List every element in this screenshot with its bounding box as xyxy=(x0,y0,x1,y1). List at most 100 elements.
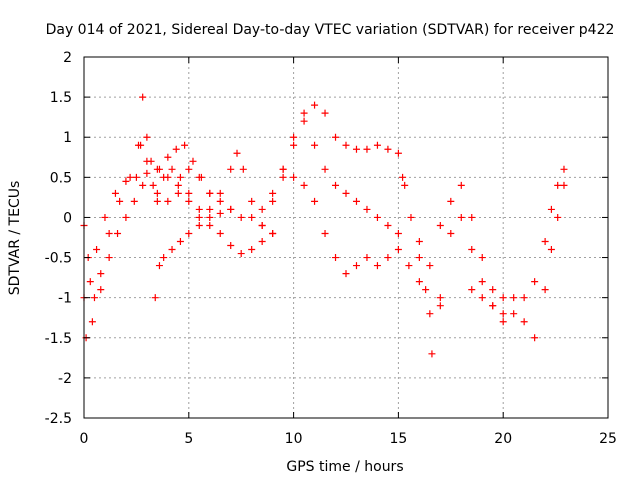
data-point xyxy=(130,197,138,205)
data-point xyxy=(111,189,119,197)
data-point xyxy=(363,254,371,262)
data-point xyxy=(164,153,172,161)
data-point xyxy=(415,278,423,286)
data-point xyxy=(137,141,145,149)
data-point xyxy=(547,246,555,254)
data-point xyxy=(457,181,465,189)
x-tick-label: 20 xyxy=(494,431,512,447)
data-point xyxy=(105,229,113,237)
y-tick-label: -1 xyxy=(58,291,72,307)
data-point xyxy=(554,213,562,221)
data-point xyxy=(332,133,340,141)
data-point xyxy=(300,117,308,125)
data-point xyxy=(172,145,180,153)
y-tick-label: 0 xyxy=(63,210,72,226)
data-point xyxy=(151,294,159,302)
data-point xyxy=(216,189,224,197)
y-tick-label: 0.5 xyxy=(50,170,72,186)
data-point xyxy=(90,294,98,302)
data-point xyxy=(457,213,465,221)
data-point xyxy=(116,197,124,205)
x-tick-label: 15 xyxy=(389,431,407,447)
y-axis-ticks: -2.5 -2 -1.5 -1 -0.5 0 0.5 1 1.5 2 xyxy=(45,50,608,427)
data-point xyxy=(97,270,105,278)
data-point xyxy=(342,189,350,197)
data-point xyxy=(176,173,184,181)
data-point xyxy=(237,250,245,258)
plot-frame xyxy=(83,56,609,419)
data-point xyxy=(321,109,329,117)
data-point xyxy=(342,141,350,149)
data-point xyxy=(510,310,518,318)
data-point xyxy=(248,213,256,221)
data-point xyxy=(499,318,507,326)
data-point xyxy=(97,286,105,294)
data-point xyxy=(531,278,539,286)
data-point xyxy=(311,101,319,109)
y-axis-label: SDTVAR / TECUs xyxy=(7,181,23,296)
data-point xyxy=(300,109,308,117)
data-point xyxy=(332,181,340,189)
series-satellite-pass-E xyxy=(137,101,360,221)
data-point xyxy=(153,197,161,205)
data-series xyxy=(80,93,568,358)
series-satellite-pass-F xyxy=(258,109,407,237)
data-point xyxy=(541,286,549,294)
data-point xyxy=(216,229,224,237)
data-point xyxy=(233,149,241,157)
data-point xyxy=(468,286,476,294)
data-point xyxy=(185,189,193,197)
data-point xyxy=(227,205,235,213)
data-point xyxy=(394,149,402,157)
data-point xyxy=(300,181,308,189)
data-point xyxy=(155,262,163,270)
data-point xyxy=(168,165,176,173)
data-point xyxy=(248,197,256,205)
data-point xyxy=(155,165,163,173)
data-point xyxy=(394,246,402,254)
data-point xyxy=(143,157,151,165)
data-point xyxy=(352,145,360,153)
series-satellite-pass-H xyxy=(363,141,507,358)
data-point xyxy=(405,262,413,270)
data-point xyxy=(373,141,381,149)
y-tick-label: 2 xyxy=(63,50,72,66)
grid-lines xyxy=(84,57,608,418)
data-point xyxy=(401,181,409,189)
data-point xyxy=(415,238,423,246)
data-point xyxy=(290,141,298,149)
data-point xyxy=(168,246,176,254)
data-point xyxy=(160,254,168,262)
data-point xyxy=(560,165,568,173)
data-point xyxy=(541,238,549,246)
data-point xyxy=(269,197,277,205)
data-point xyxy=(547,205,555,213)
data-point xyxy=(554,181,562,189)
data-point xyxy=(174,189,182,197)
data-point xyxy=(126,173,134,181)
data-point xyxy=(560,181,568,189)
data-point xyxy=(206,205,214,213)
data-point xyxy=(384,221,392,229)
y-tick-label: -1.5 xyxy=(45,331,72,347)
data-point xyxy=(160,173,168,181)
data-point xyxy=(510,294,518,302)
data-point xyxy=(143,169,151,177)
data-point xyxy=(279,173,287,181)
data-point xyxy=(216,197,224,205)
data-point xyxy=(279,165,287,173)
x-axis-label: GPS time / hours xyxy=(286,459,403,475)
data-point xyxy=(426,262,434,270)
data-point xyxy=(237,213,245,221)
x-tick-label: 25 xyxy=(599,431,617,447)
data-point xyxy=(394,229,402,237)
data-point xyxy=(269,229,277,237)
data-point xyxy=(239,165,247,173)
series-satellite-pass-J xyxy=(468,181,568,342)
data-point xyxy=(447,197,455,205)
data-point xyxy=(363,205,371,213)
data-point xyxy=(499,294,507,302)
data-point xyxy=(122,177,130,185)
